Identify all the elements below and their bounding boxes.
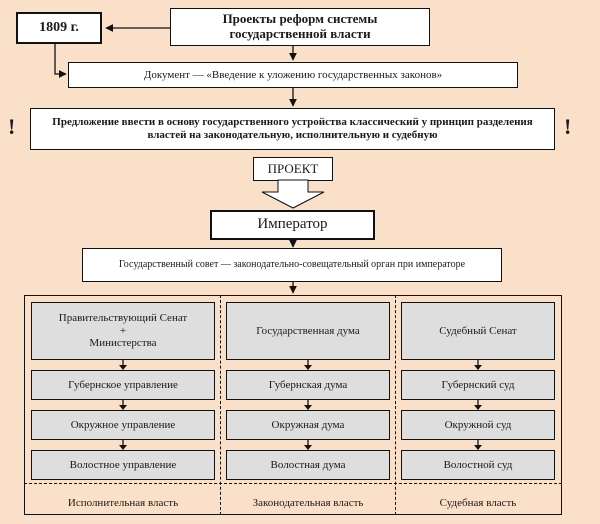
down-arrow-icon	[472, 400, 484, 410]
down-arrow-icon	[302, 360, 314, 370]
down-arrow-icon	[117, 360, 129, 370]
down-arrow-icon	[302, 400, 314, 410]
connector-arrows	[0, 0, 600, 524]
down-arrow-icon	[472, 360, 484, 370]
down-arrow-icon	[472, 440, 484, 450]
down-arrow-icon	[117, 440, 129, 450]
down-arrow-icon	[302, 440, 314, 450]
down-arrow-icon	[117, 400, 129, 410]
